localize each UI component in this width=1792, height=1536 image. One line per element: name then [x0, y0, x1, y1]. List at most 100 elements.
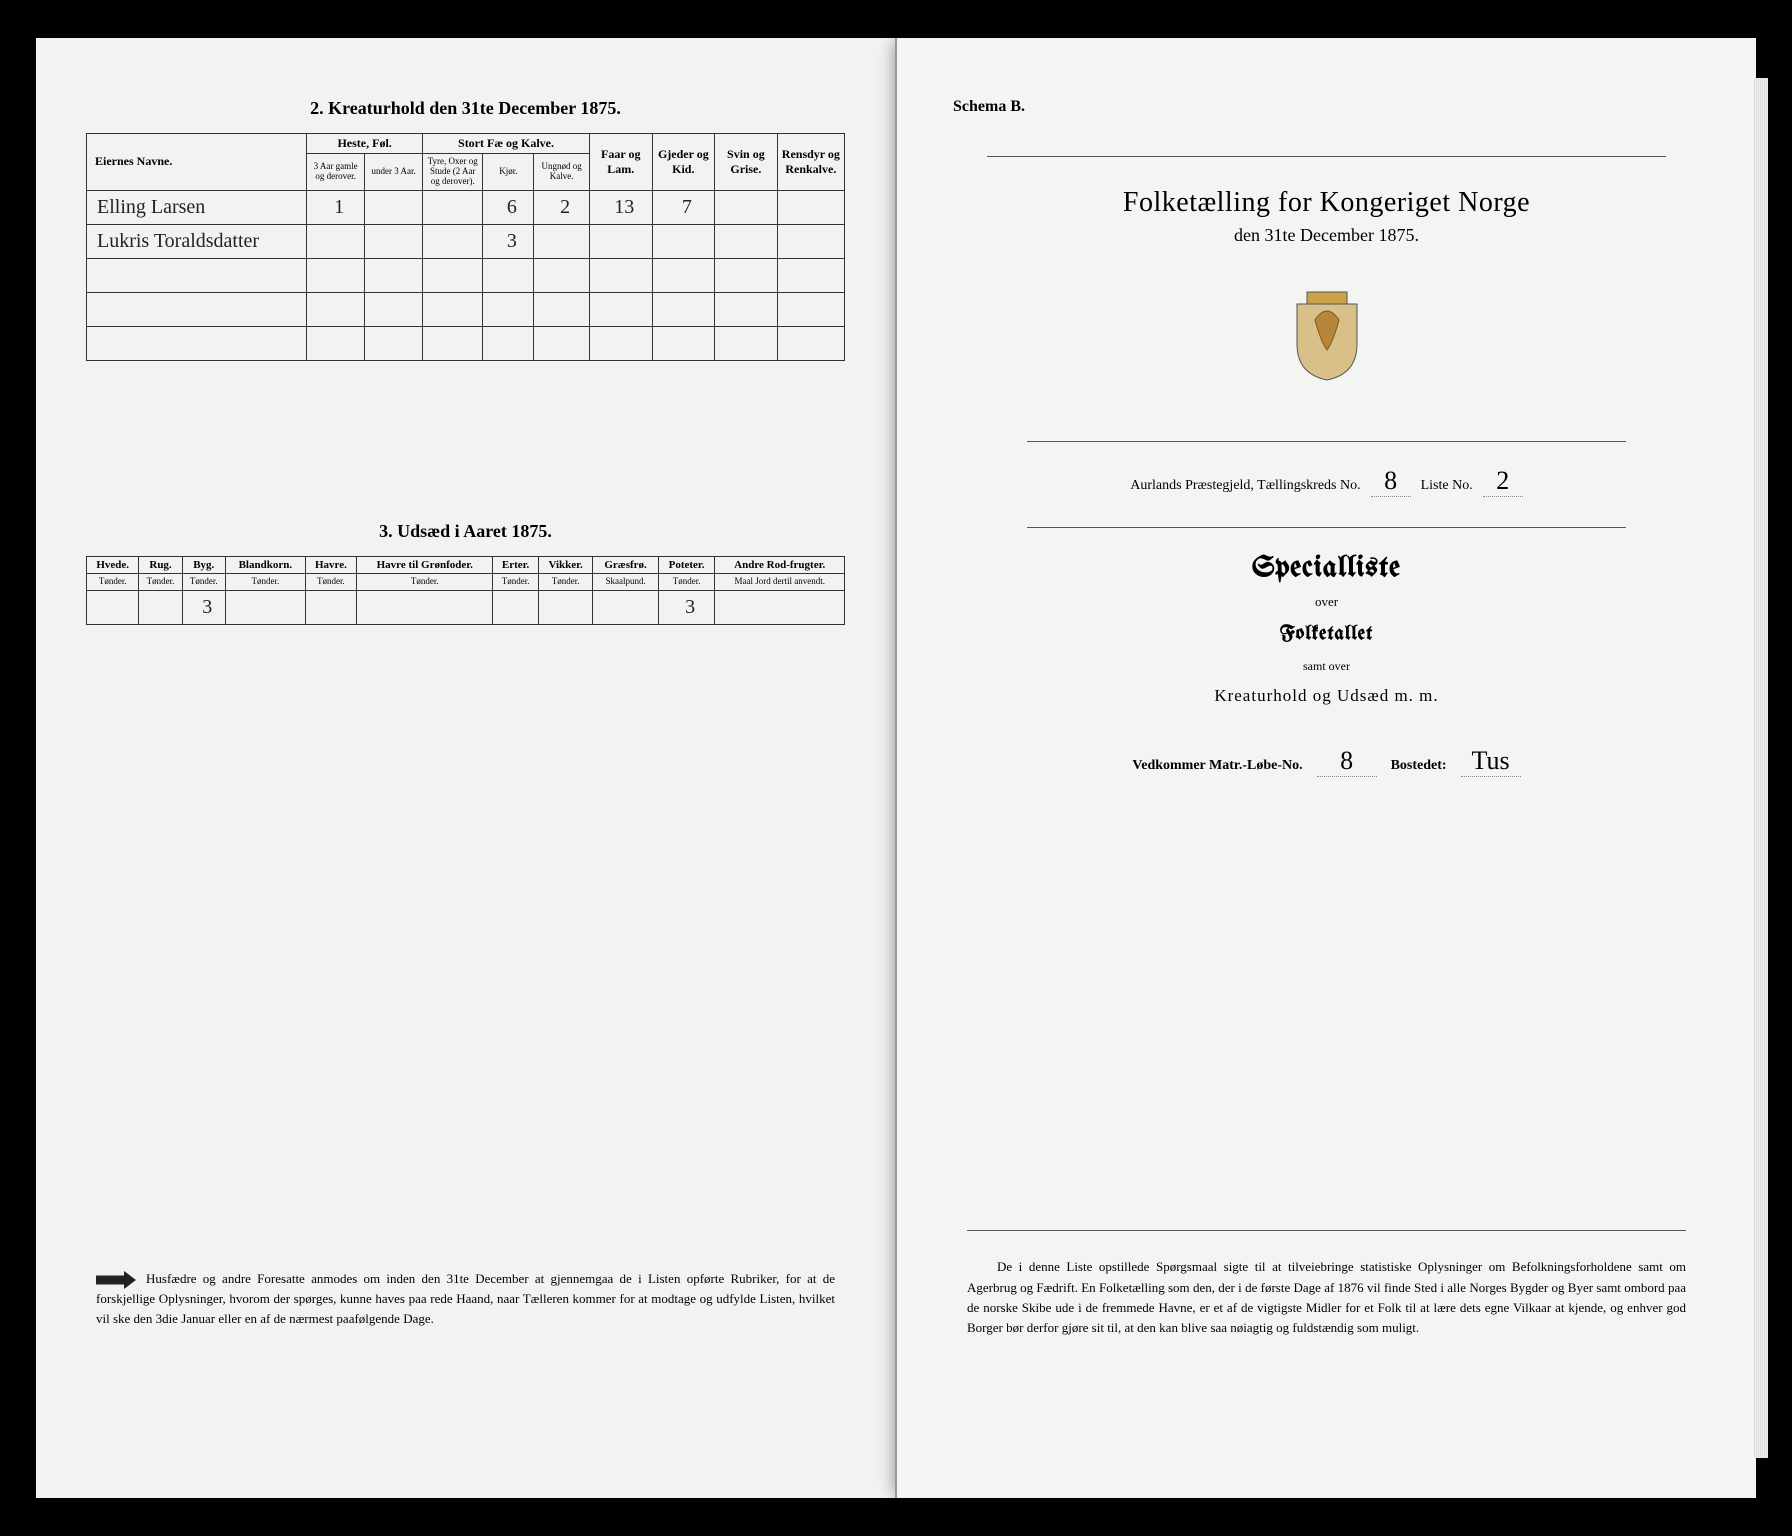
folketallet-label: Folketallet [947, 624, 1706, 645]
owner-name: Lukris Toraldsdatter [87, 224, 307, 258]
cell: 13 [589, 190, 652, 224]
col-rensdyr: Rensdyr og Renkalve. [777, 134, 844, 191]
sub-stort-b: Kjør. [483, 154, 534, 191]
section3-title: 3. Udsæd i Aaret 1875. [86, 521, 845, 542]
table-row [87, 326, 845, 360]
colgroup-stortfae: Stort Fæ og Kalve. [423, 134, 590, 154]
table-kreaturhold: Eiernes Navne. Heste, Føl. Stort Fæ og K… [86, 133, 845, 361]
sub-heste-a: 3 Aar gamle og derover. [307, 154, 365, 191]
cell [652, 224, 715, 258]
unit: Tønder. [225, 573, 305, 590]
col-graesfro: Græsfrø. [593, 556, 658, 573]
document-spread: 2. Kreaturhold den 31te December 1875. E… [36, 38, 1756, 1498]
specialliste-heading: Specialliste [947, 552, 1706, 584]
cell [534, 224, 590, 258]
district-line: Aurlands Præstegjeld, Tællingskreds No. … [1027, 466, 1626, 497]
col-poteter: Poteter. [658, 556, 715, 573]
coat-of-arms-icon [1287, 286, 1367, 382]
vedkommer-line: Vedkommer Matr.-Løbe-No. 8 Bostedet: Tus [947, 746, 1706, 777]
cell [423, 224, 483, 258]
kreaturhold-label: Kreaturhold og Udsæd m. m. [947, 686, 1706, 706]
cell [589, 224, 652, 258]
note-text: Husfædre og andre Foresatte anmodes om i… [96, 1271, 835, 1326]
over-label: over [947, 594, 1706, 610]
left-page: 2. Kreaturhold den 31te December 1875. E… [36, 38, 895, 1498]
sub-stort-c: Ungnød og Kalve. [534, 154, 590, 191]
liste-label: Liste No. [1421, 478, 1473, 494]
samt-over-label: samt over [947, 659, 1706, 674]
schema-label: Schema B. [953, 98, 1706, 116]
col-rodfrugter: Andre Rod-frugter. [715, 556, 845, 573]
liste-value: 2 [1483, 466, 1523, 497]
col-havre: Havre. [305, 556, 356, 573]
col-gjeder: Gjeder og Kid. [652, 134, 715, 191]
table-row: Lukris Toraldsdatter 3 [87, 224, 845, 258]
col-havre-gron: Havre til Grønfoder. [357, 556, 493, 573]
colgroup-heste: Heste, Føl. [307, 134, 423, 154]
cell: 1 [307, 190, 365, 224]
cell [139, 590, 182, 624]
vedk-label-a: Vedkommer Matr.-Løbe-No. [1132, 758, 1302, 774]
col-vikker: Vikker. [538, 556, 593, 573]
page-stack-edge [1754, 78, 1768, 1458]
cell [493, 590, 538, 624]
pointer-icon [96, 1271, 136, 1289]
district-prefix: Aurlands Præstegjeld, Tællingskreds No. [1130, 478, 1360, 494]
table-row [87, 292, 845, 326]
col-blandkorn: Blandkorn. [225, 556, 305, 573]
col-eiernes-navne: Eiernes Navne. [87, 134, 307, 191]
cell [87, 590, 139, 624]
cell [715, 224, 778, 258]
cell [777, 224, 844, 258]
sub-heste-b: under 3 Aar. [365, 154, 423, 191]
unit: Tønder. [139, 573, 182, 590]
section2-title: 2. Kreaturhold den 31te December 1875. [86, 98, 845, 119]
cell: 3 [483, 224, 534, 258]
cell: 7 [652, 190, 715, 224]
table-row: 3 3 [87, 590, 845, 624]
cell [365, 190, 423, 224]
unit: Tønder. [87, 573, 139, 590]
cell: 3 [658, 590, 715, 624]
cell [777, 190, 844, 224]
cell [538, 590, 593, 624]
cell [305, 590, 356, 624]
cell: 3 [182, 590, 225, 624]
cell [307, 224, 365, 258]
table-udsaed: Hvede. Rug. Byg. Blandkorn. Havre. Havre… [86, 556, 845, 625]
left-footer-note: Husfædre og andre Foresatte anmodes om i… [96, 1269, 835, 1328]
cell [365, 224, 423, 258]
bosted-value: Tus [1461, 746, 1521, 777]
census-title: Folketælling for Kongeriget Norge [947, 187, 1706, 219]
kreds-value: 8 [1371, 466, 1411, 497]
col-svin: Svin og Grise. [715, 134, 778, 191]
table-row: Elling Larsen 1 6 2 13 7 [87, 190, 845, 224]
col-faar: Faar og Lam. [589, 134, 652, 191]
unit: Tønder. [493, 573, 538, 590]
cell [593, 590, 658, 624]
right-footer-note: De i denne Liste opstillede Spørgsmaal s… [967, 1230, 1686, 1338]
unit: Tønder. [538, 573, 593, 590]
right-page: Schema B. Folketælling for Kongeriget No… [895, 38, 1756, 1498]
cell [423, 190, 483, 224]
unit: Skaalpund. [593, 573, 658, 590]
cell [715, 190, 778, 224]
col-byg: Byg. [182, 556, 225, 573]
unit: Tønder. [658, 573, 715, 590]
col-rug: Rug. [139, 556, 182, 573]
cell: 2 [534, 190, 590, 224]
unit: Tønder. [357, 573, 493, 590]
cell [357, 590, 493, 624]
census-subtitle: den 31te December 1875. [947, 225, 1706, 246]
cell: 6 [483, 190, 534, 224]
owner-name: Elling Larsen [87, 190, 307, 224]
unit: Tønder. [182, 573, 225, 590]
vedk-label-b: Bostedet: [1391, 758, 1447, 774]
unit: Tønder. [305, 573, 356, 590]
cell [225, 590, 305, 624]
table-row [87, 258, 845, 292]
unit: Maal Jord dertil anvendt. [715, 573, 845, 590]
matr-value: 8 [1317, 746, 1377, 777]
col-erter: Erter. [493, 556, 538, 573]
cell [715, 590, 845, 624]
